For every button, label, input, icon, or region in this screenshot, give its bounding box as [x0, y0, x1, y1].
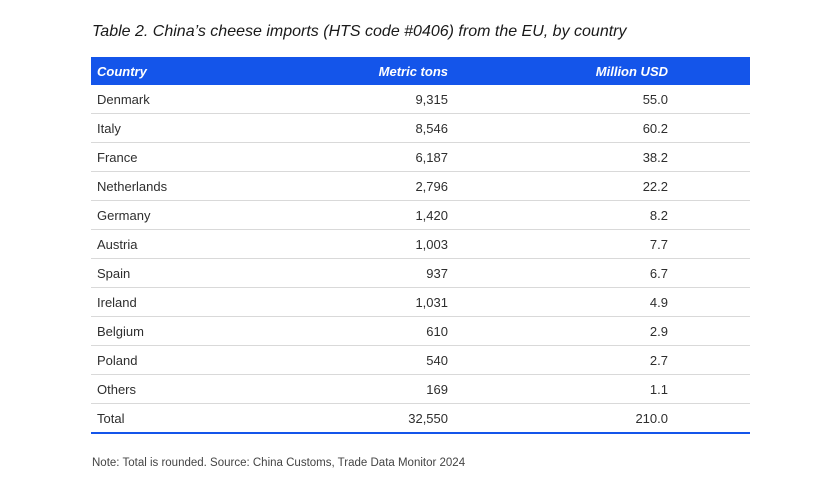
- cell-spacer: [668, 258, 750, 288]
- cell-spacer: [668, 200, 750, 230]
- cell-metric-tons: 169: [277, 374, 448, 404]
- cell-country: France: [91, 142, 277, 172]
- table-row: Ireland 1,031 4.9: [91, 287, 750, 317]
- table-row: Austria 1,003 7.7: [91, 229, 750, 259]
- table-total-row: Total 32,550 210.0: [91, 403, 750, 434]
- cell-million-usd: 38.2: [448, 142, 668, 172]
- table-row: Denmark 9,315 55.0: [91, 85, 750, 114]
- cell-million-usd: 210.0: [448, 403, 668, 434]
- cell-metric-tons: 1,031: [277, 287, 448, 317]
- cell-country: Italy: [91, 113, 277, 143]
- cell-spacer: [668, 316, 750, 346]
- cell-country: Germany: [91, 200, 277, 230]
- header-million-usd: Million USD: [448, 57, 668, 85]
- cell-metric-tons: 6,187: [277, 142, 448, 172]
- cell-spacer: [668, 345, 750, 375]
- cell-million-usd: 60.2: [448, 113, 668, 143]
- table-row: Germany 1,420 8.2: [91, 200, 750, 230]
- table-row: Others 169 1.1: [91, 374, 750, 404]
- cell-million-usd: 6.7: [448, 258, 668, 288]
- table-row: Belgium 610 2.9: [91, 316, 750, 346]
- cell-metric-tons: 9,315: [277, 85, 448, 114]
- header-country: Country: [91, 57, 277, 85]
- cell-country: Netherlands: [91, 171, 277, 201]
- cell-million-usd: 7.7: [448, 229, 668, 259]
- cell-million-usd: 22.2: [448, 171, 668, 201]
- cell-spacer: [668, 287, 750, 317]
- cell-million-usd: 8.2: [448, 200, 668, 230]
- cell-spacer: [668, 142, 750, 172]
- cheese-imports-table: Country Metric tons Million USD Denmark …: [91, 57, 750, 434]
- cell-metric-tons: 540: [277, 345, 448, 375]
- cell-spacer: [668, 171, 750, 201]
- table-row: Netherlands 2,796 22.2: [91, 171, 750, 201]
- table-row: Italy 8,546 60.2: [91, 113, 750, 143]
- cell-metric-tons: 610: [277, 316, 448, 346]
- table-row: Spain 937 6.7: [91, 258, 750, 288]
- cell-country: Spain: [91, 258, 277, 288]
- cell-metric-tons: 1,420: [277, 200, 448, 230]
- cell-metric-tons: 2,796: [277, 171, 448, 201]
- cell-metric-tons: 937: [277, 258, 448, 288]
- cell-million-usd: 4.9: [448, 287, 668, 317]
- cell-spacer: [668, 374, 750, 404]
- cell-million-usd: 2.9: [448, 316, 668, 346]
- table-header-row: Country Metric tons Million USD: [91, 57, 750, 85]
- cell-country: Austria: [91, 229, 277, 259]
- cell-metric-tons: 8,546: [277, 113, 448, 143]
- table-note: Note: Total is rounded. Source: China Cu…: [92, 457, 466, 469]
- cell-spacer: [668, 85, 750, 114]
- cell-metric-tons: 32,550: [277, 403, 448, 434]
- cell-million-usd: 1.1: [448, 374, 668, 404]
- cell-spacer: [668, 113, 750, 143]
- cell-spacer: [668, 403, 750, 434]
- cell-country: Total: [91, 403, 277, 434]
- cell-country: Denmark: [91, 85, 277, 114]
- cell-million-usd: 2.7: [448, 345, 668, 375]
- cell-country: Ireland: [91, 287, 277, 317]
- cell-country: Poland: [91, 345, 277, 375]
- table-row: France 6,187 38.2: [91, 142, 750, 172]
- header-metric-tons: Metric tons: [277, 57, 448, 85]
- header-spacer: [668, 57, 750, 85]
- cell-spacer: [668, 229, 750, 259]
- cell-metric-tons: 1,003: [277, 229, 448, 259]
- cell-million-usd: 55.0: [448, 85, 668, 114]
- cell-country: Others: [91, 374, 277, 404]
- table-row: Poland 540 2.7: [91, 345, 750, 375]
- table-title: Table 2. China’s cheese imports (HTS cod…: [92, 23, 627, 40]
- cell-country: Belgium: [91, 316, 277, 346]
